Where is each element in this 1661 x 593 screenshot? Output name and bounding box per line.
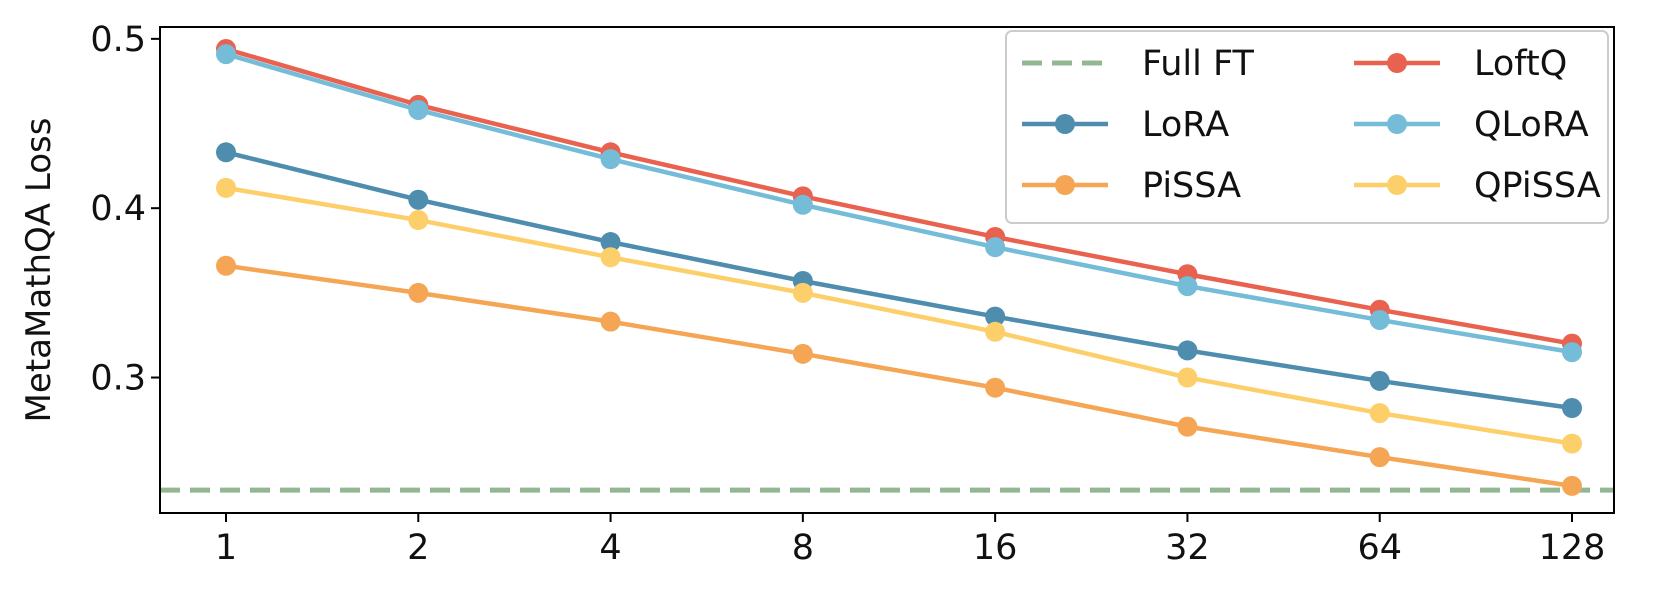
data-point-lora-16 bbox=[985, 306, 1006, 327]
series-line-qpissa bbox=[225, 185, 1573, 446]
data-point-qpissa-16 bbox=[985, 321, 1006, 342]
data-point-qlora-128 bbox=[1562, 342, 1582, 363]
legend-box bbox=[1005, 30, 1609, 224]
x-tick-label: 2 bbox=[407, 528, 429, 568]
x-tick-label: 16 bbox=[973, 528, 1018, 568]
legend-marker-qlora bbox=[1387, 114, 1407, 134]
data-point-qpissa-2 bbox=[408, 210, 429, 231]
series-line-pissa bbox=[225, 263, 1573, 489]
data-point-qlora-4 bbox=[600, 149, 621, 170]
legend-label-lora: LoRA bbox=[1142, 105, 1229, 145]
x-tick-label: 1 bbox=[215, 528, 237, 568]
x-tick-label: 8 bbox=[792, 528, 814, 568]
data-point-lora-1 bbox=[216, 142, 236, 163]
data-point-pissa-16 bbox=[985, 377, 1006, 398]
legend-marker-lora bbox=[1055, 114, 1075, 134]
ticks-layer: 1 2 4 8 16 32 64 128 0.3 0.4 0.5 bbox=[90, 20, 1605, 568]
series-line-lora bbox=[225, 150, 1573, 411]
data-point-pissa-8 bbox=[792, 343, 813, 364]
legend-label-qlora: QLoRA bbox=[1474, 105, 1589, 145]
data-point-lora-32 bbox=[1177, 340, 1198, 361]
series-layer bbox=[160, 39, 1614, 496]
data-point-qpissa-1 bbox=[216, 177, 236, 198]
data-point-pissa-4 bbox=[600, 311, 621, 332]
data-point-lora-128 bbox=[1562, 398, 1582, 419]
data-point-qlora-64 bbox=[1369, 309, 1390, 330]
data-point-pissa-64 bbox=[1369, 447, 1390, 468]
data-point-lora-4 bbox=[600, 232, 621, 253]
data-point-qlora-8 bbox=[792, 194, 813, 215]
legend-label-qpissa: QPiSSA bbox=[1474, 166, 1601, 206]
legend-label-loftq: LoftQ bbox=[1474, 44, 1567, 84]
x-tick-label: 4 bbox=[599, 528, 621, 568]
x-tick-label: 64 bbox=[1357, 528, 1402, 568]
legend-label-pissa: PiSSA bbox=[1142, 166, 1241, 206]
plot-frame bbox=[159, 26, 1615, 514]
data-point-pissa-1 bbox=[216, 255, 236, 276]
data-point-qpissa-64 bbox=[1369, 403, 1390, 424]
data-point-qlora-16 bbox=[985, 237, 1006, 258]
data-point-pissa-128 bbox=[1562, 475, 1582, 496]
legend-marker-qpissa bbox=[1387, 175, 1407, 195]
data-point-qpissa-8 bbox=[792, 282, 813, 303]
data-point-qlora-32 bbox=[1177, 276, 1198, 297]
data-point-pissa-2 bbox=[408, 282, 429, 303]
x-tick-label: 128 bbox=[1539, 528, 1606, 568]
series-line-loftq bbox=[225, 46, 1573, 346]
y-axis-label: MetaMathQA Loss bbox=[19, 118, 59, 423]
legend-label-full-ft: Full FT bbox=[1142, 44, 1254, 84]
data-point-qlora-2 bbox=[408, 99, 429, 120]
data-point-lora-2 bbox=[408, 189, 429, 210]
x-tick-label: 32 bbox=[1165, 528, 1210, 568]
legend: Full FT LoftQ LoRA QLoRA PiSSA QPiSSA bbox=[1005, 30, 1609, 224]
data-point-pissa-32 bbox=[1177, 416, 1198, 437]
y-tick-label: 0.5 bbox=[90, 20, 146, 60]
y-tick-label: 0.4 bbox=[90, 189, 146, 229]
data-point-lora-64 bbox=[1369, 370, 1390, 391]
legend-marker-loftq bbox=[1387, 53, 1407, 73]
data-point-qpissa-128 bbox=[1562, 433, 1582, 454]
series-line-qlora bbox=[225, 51, 1573, 355]
data-point-qpissa-32 bbox=[1177, 367, 1198, 388]
data-point-qlora-1 bbox=[216, 44, 236, 65]
data-point-qpissa-4 bbox=[600, 247, 621, 268]
y-tick-label: 0.3 bbox=[90, 359, 146, 399]
legend-marker-pissa bbox=[1055, 175, 1075, 195]
